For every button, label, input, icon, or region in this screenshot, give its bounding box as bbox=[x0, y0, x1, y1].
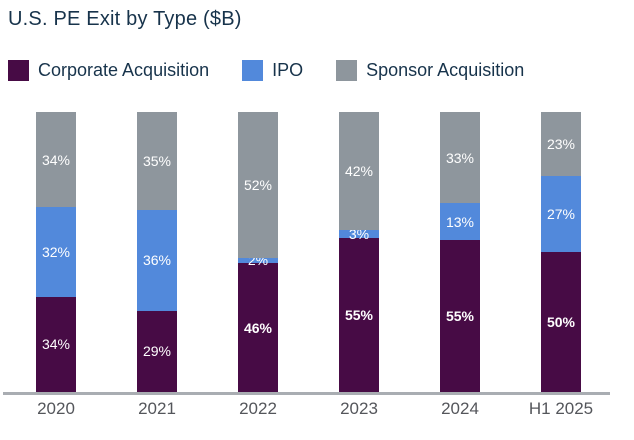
legend-item: Sponsor Acquisition bbox=[336, 60, 524, 81]
legend-swatch bbox=[8, 60, 29, 81]
chart-title: U.S. PE Exit by Type ($B) bbox=[8, 8, 242, 30]
legend-label: IPO bbox=[272, 60, 304, 80]
x-axis-line bbox=[3, 392, 610, 395]
x-axis-label: 2023 bbox=[340, 399, 378, 418]
legend-label: Sponsor Acquisition bbox=[366, 60, 525, 80]
segment-label: 34% bbox=[41, 336, 71, 353]
segment-label: 23% bbox=[546, 136, 576, 153]
segment-label: 55% bbox=[445, 307, 475, 324]
segment-label: 42% bbox=[344, 162, 374, 179]
segment-label: 33% bbox=[445, 149, 475, 166]
bar-segment: 55% bbox=[339, 238, 379, 392]
bar-segment: 29% bbox=[137, 310, 177, 392]
bar-segment: 34% bbox=[36, 112, 76, 208]
legend-swatch bbox=[336, 60, 358, 81]
x-axis-label: 2021 bbox=[138, 399, 176, 418]
x-axis-label: 2022 bbox=[239, 399, 277, 418]
bar-segment: 13% bbox=[440, 203, 480, 240]
segment-label: 29% bbox=[142, 343, 172, 360]
segment-label: 50% bbox=[546, 314, 576, 330]
bar-segment: 35% bbox=[137, 112, 177, 210]
bar-segment: 2% bbox=[238, 253, 278, 267]
legend-swatch bbox=[242, 60, 264, 81]
legend-label: Corporate Acquisition bbox=[38, 60, 210, 80]
segment-label: 55% bbox=[344, 307, 374, 323]
segment-label: 36% bbox=[142, 252, 172, 269]
segment-label: 3% bbox=[348, 225, 370, 242]
bar-segment: 36% bbox=[137, 210, 177, 311]
bar-segment: 55% bbox=[440, 239, 480, 392]
x-axis-label: 2024 bbox=[441, 399, 479, 418]
bar-segment: 32% bbox=[36, 207, 76, 297]
bar-segment: 33% bbox=[440, 112, 480, 204]
segment-label: 34% bbox=[41, 151, 71, 168]
legend-item: Corporate Acquisition bbox=[8, 60, 209, 81]
segment-label: 32% bbox=[41, 243, 71, 260]
bar-segment: 23% bbox=[541, 112, 581, 177]
segment-label: 27% bbox=[546, 206, 576, 223]
bar-segment: 3% bbox=[339, 225, 379, 242]
x-axis-label: 2020 bbox=[37, 399, 75, 418]
bar-segment: 50% bbox=[541, 252, 581, 392]
bar-segment: 46% bbox=[238, 263, 278, 392]
bar-segment: 52% bbox=[238, 112, 278, 258]
legend: Corporate Acquisition IPO Sponsor Acquisit… bbox=[8, 60, 524, 81]
legend-item: IPO bbox=[242, 60, 303, 81]
segment-label: 35% bbox=[142, 153, 172, 169]
x-axis-label: H1 2025 bbox=[528, 399, 594, 418]
segment-label: 52% bbox=[243, 176, 273, 193]
segment-label: 46% bbox=[243, 319, 273, 336]
segment-label: 13% bbox=[445, 213, 475, 230]
bar-segment: 34% bbox=[36, 296, 76, 392]
bar-segment: 42% bbox=[339, 112, 379, 230]
bar-segment: 27% bbox=[541, 176, 581, 252]
